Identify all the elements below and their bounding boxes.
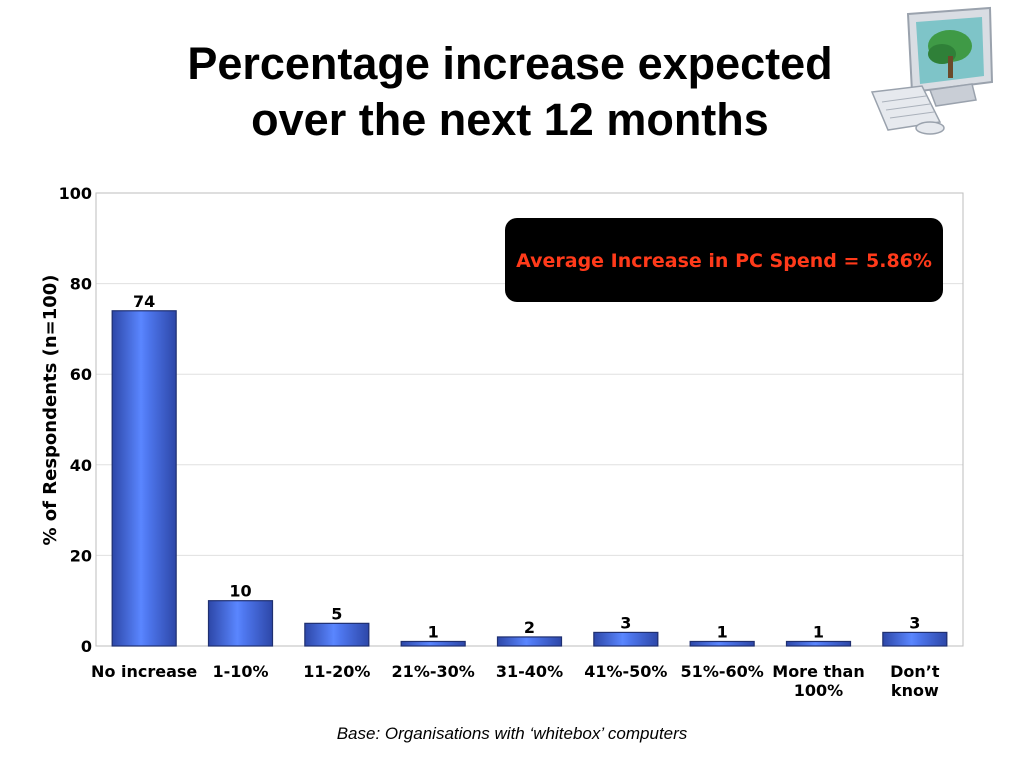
title-line-1: Percentage increase expected xyxy=(187,38,833,89)
bars xyxy=(111,310,948,647)
bar xyxy=(304,622,370,647)
category-label: 1-10% xyxy=(212,662,268,681)
footnote: Base: Organisations with ‘whitebox’ comp… xyxy=(336,724,688,743)
bar xyxy=(496,636,563,647)
data-label: 1 xyxy=(428,622,439,641)
bar xyxy=(689,640,755,647)
bar xyxy=(785,640,852,647)
value-labels: 74 10 5 1 2 3 1 1 3 xyxy=(133,292,920,642)
category-label: Don’t know xyxy=(890,662,940,700)
data-label: 2 xyxy=(524,618,535,637)
data-label: 74 xyxy=(133,292,155,311)
y-tick-labels: 0 20 40 60 80 100 xyxy=(59,184,92,656)
slide-title: Percentage increase expected over the ne… xyxy=(100,36,920,148)
data-label: 1 xyxy=(813,622,824,641)
category-label: 51%-60% xyxy=(681,662,764,681)
category-labels: No increase 1-10% 11-20% 21%-30% 31-40% 41%-5… xyxy=(91,662,940,700)
category-label: 41%-50% xyxy=(584,662,667,681)
annotation-text: Average Increase in PC Spend = 5.86% xyxy=(516,250,932,272)
annotation-box xyxy=(505,218,943,302)
bar xyxy=(882,631,948,647)
category-label: 31-40% xyxy=(496,662,563,681)
data-label: 3 xyxy=(909,613,920,632)
category-label: No increase xyxy=(91,662,197,681)
data-label: 3 xyxy=(620,613,631,632)
title-line-2: over the next 12 months xyxy=(251,94,769,145)
y-axis-label: % of Respondents (n=100) xyxy=(40,274,61,545)
bar xyxy=(207,600,274,647)
y-tick-label: 20 xyxy=(70,546,92,565)
y-tick-label: 60 xyxy=(70,365,92,384)
y-tick-label: 0 xyxy=(81,637,92,656)
category-label: 11-20% xyxy=(303,662,370,681)
bar xyxy=(593,631,659,647)
y-tick-label: 40 xyxy=(70,456,92,475)
category-label: 21%-30% xyxy=(392,662,475,681)
bar xyxy=(111,310,177,647)
y-tick-label: 80 xyxy=(70,275,92,294)
bar xyxy=(400,640,466,647)
data-label: 10 xyxy=(229,582,251,601)
data-label: 1 xyxy=(717,622,728,641)
computer-icon xyxy=(870,6,994,135)
y-tick-label: 100 xyxy=(59,184,92,203)
category-label: More than 100% xyxy=(772,662,864,700)
data-label: 5 xyxy=(331,604,342,623)
